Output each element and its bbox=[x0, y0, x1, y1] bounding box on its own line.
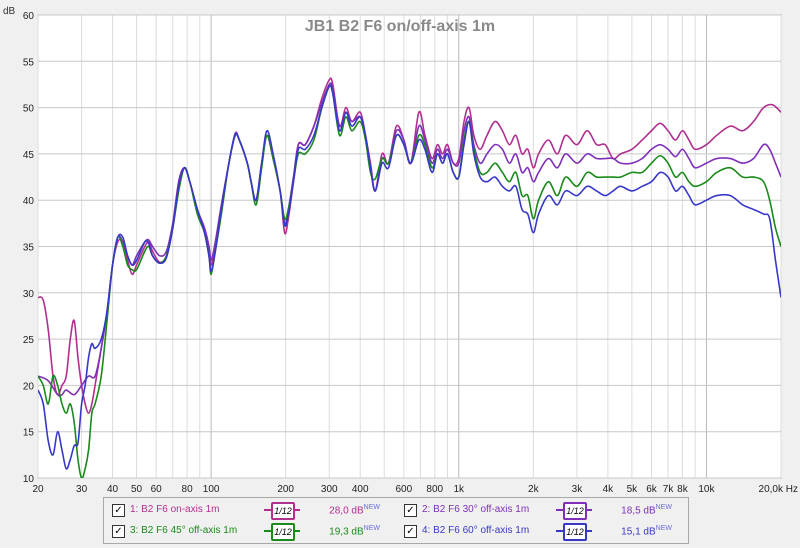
legend-name-2: 2: B2 F6 30° off-axis 1m bbox=[422, 504, 530, 515]
smoothing-button-2[interactable]: 1/12 bbox=[556, 502, 592, 520]
legend-checkbox-2[interactable]: ✓ bbox=[404, 504, 417, 517]
smoothing-button-3[interactable]: 1/12 bbox=[264, 523, 300, 541]
smoothing-button-1[interactable]: 1/12 bbox=[264, 502, 300, 520]
y-tick-label: 55 bbox=[23, 57, 35, 68]
legend-checkbox-3[interactable]: ✓ bbox=[112, 525, 125, 538]
y-tick-label: 10 bbox=[23, 474, 35, 485]
x-tick-label: 100 bbox=[203, 484, 220, 495]
y-tick-label: 30 bbox=[23, 289, 35, 300]
x-tick-label: 4k bbox=[603, 484, 615, 495]
legend-offset-3: 19,3 dBNEW bbox=[329, 525, 380, 538]
y-tick-label: 40 bbox=[23, 196, 35, 207]
series-line-4 bbox=[38, 84, 781, 470]
x-tick-label: 800 bbox=[426, 484, 443, 495]
legend-name-3: 3: B2 F6 45° off-axis 1m bbox=[130, 525, 238, 536]
y-tick-label: 60 bbox=[23, 11, 35, 22]
x-tick-label: 3k bbox=[572, 484, 584, 495]
x-tick-label: 600 bbox=[395, 484, 412, 495]
legend-checkbox-4[interactable]: ✓ bbox=[404, 525, 417, 538]
legend-name-1: 1: B2 F6 on-axis 1m bbox=[130, 504, 220, 515]
y-tick-label: 25 bbox=[23, 335, 35, 346]
grid-lines bbox=[37, 14, 782, 479]
x-tick-label: 20 bbox=[32, 484, 44, 495]
x-tick-label: 20,0k Hz bbox=[759, 484, 798, 495]
x-tick-label: 2k bbox=[528, 484, 540, 495]
legend-checkbox-1[interactable]: ✓ bbox=[112, 504, 125, 517]
y-axis: 10 15 20 25 30 35 40 45 50 55 60 bbox=[23, 11, 35, 485]
legend-panel: ✓ 1: B2 F6 on-axis 1m 1/12 28,0 dBNEW ✓ … bbox=[103, 497, 689, 544]
x-tick-label: 400 bbox=[352, 484, 369, 495]
series-line-3 bbox=[38, 84, 781, 478]
x-tick-label: 60 bbox=[151, 484, 163, 495]
x-tick-label: 1k bbox=[453, 484, 465, 495]
legend-row: ✓ 3: B2 F6 45° off-axis 1m 1/12 19,3 dBN… bbox=[104, 522, 688, 542]
y-tick-label: 20 bbox=[23, 381, 35, 392]
x-tick-label: 8k bbox=[677, 484, 689, 495]
legend-offset-4: 15,1 dBNEW bbox=[621, 525, 672, 538]
legend-name-4: 4: B2 F6 60° off-axis 1m bbox=[422, 525, 530, 536]
x-tick-label: 30 bbox=[76, 484, 88, 495]
x-tick-label: 7k bbox=[663, 484, 675, 495]
y-tick-label: 50 bbox=[23, 104, 35, 115]
x-axis: 20 30 40 50 60 80 100 200 300 400 600 800 1k 2k 3k 4k 5k… bbox=[32, 484, 798, 495]
x-tick-label: 80 bbox=[182, 484, 194, 495]
x-tick-label: 6k bbox=[646, 484, 658, 495]
x-tick-label: 10k bbox=[698, 484, 715, 495]
y-tick-label: 35 bbox=[23, 243, 35, 254]
legend-offset-2: 18,5 dBNEW bbox=[621, 504, 672, 517]
y-tick-label: 45 bbox=[23, 150, 35, 161]
chart-title: JB1 B2 F6 on/off-axis 1m bbox=[305, 18, 495, 35]
series-group bbox=[38, 77, 781, 478]
x-tick-label: 300 bbox=[321, 484, 338, 495]
x-tick-label: 200 bbox=[277, 484, 294, 495]
smoothing-button-4[interactable]: 1/12 bbox=[556, 523, 592, 541]
legend-row: ✓ 1: B2 F6 on-axis 1m 1/12 28,0 dBNEW ✓ … bbox=[104, 501, 688, 521]
x-tick-label: 5k bbox=[627, 484, 639, 495]
y-axis-unit: dB bbox=[3, 6, 16, 17]
legend-offset-1: 28,0 dBNEW bbox=[329, 504, 380, 517]
x-tick-label: 50 bbox=[131, 484, 143, 495]
y-tick-label: 15 bbox=[23, 428, 35, 439]
x-tick-label: 40 bbox=[107, 484, 119, 495]
